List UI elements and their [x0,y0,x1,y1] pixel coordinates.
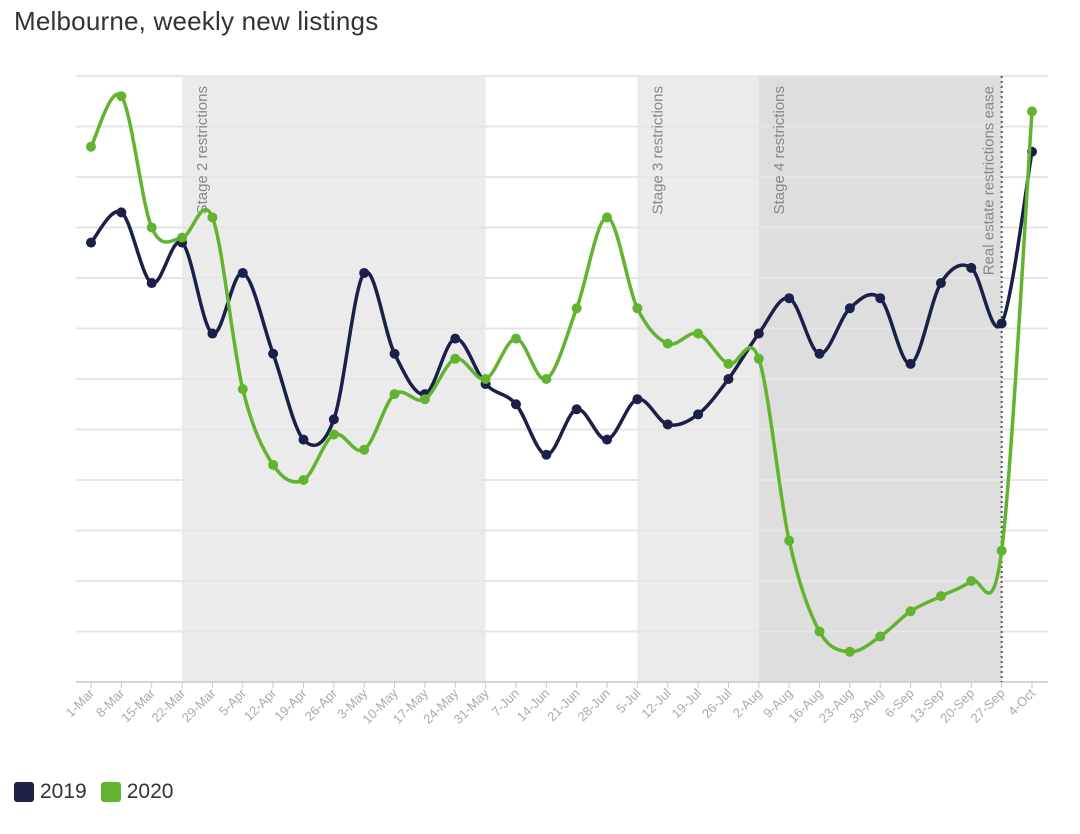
restriction-label-2: Stage 3 restrictions [649,86,666,214]
data-point-2020-17-May[interactable] [419,394,430,405]
x-tick-label: 4-Oct [1005,685,1038,718]
data-point-2019-26-Jul[interactable] [723,374,734,384]
legend-swatch-2019 [14,782,34,802]
data-point-2019-16-Aug[interactable] [814,348,825,359]
x-tick-label: 26-Apr [302,685,341,724]
data-point-2019-5-Apr[interactable] [237,267,248,278]
data-point-2020-1-Mar[interactable] [86,141,96,152]
data-point-2019-20-Sep[interactable] [966,262,977,273]
x-tick-label: 21-Jun [544,686,583,725]
data-point-2019-19-Jul[interactable] [693,409,704,420]
legend-swatch-2020 [100,782,121,802]
x-tick-label: 27-Sep [968,686,1008,726]
data-point-2019-12-Apr[interactable] [268,348,279,359]
x-tick-label: 12-Jul [638,685,674,721]
data-point-2020-26-Jul[interactable] [723,358,734,369]
data-point-2020-12-Jul[interactable] [662,338,673,349]
data-point-2020-24-May[interactable] [450,353,461,364]
data-point-2020-19-Jul[interactable] [693,328,704,339]
data-point-2019-13-Sep[interactable] [935,278,946,289]
data-point-2019-9-Aug[interactable] [784,293,795,304]
data-point-2019-2-Aug[interactable] [753,328,764,339]
legend: 2019 2020 [14,780,187,804]
data-point-2019-8-Mar[interactable] [116,207,127,218]
x-tick-label: 26-Jul [699,685,735,721]
series-line-2020 [89,92,1034,654]
data-point-2020-20-Sep[interactable] [966,576,977,586]
restriction-label-3: Stage 4 restrictions [771,86,788,214]
x-tick-label: 14-Jun [514,686,553,725]
data-point-2020-30-Aug[interactable] [875,631,886,642]
data-point-2019-10-May[interactable] [389,348,400,359]
data-point-2020-9-Aug[interactable] [784,535,795,546]
data-point-2019-29-Mar[interactable] [207,328,218,339]
x-tick-label: 1-Mar [63,685,98,720]
data-point-2020-8-Mar[interactable] [116,91,127,102]
data-point-2020-2-Aug[interactable] [753,353,764,364]
x-tick-label: 31-May [450,685,492,727]
data-point-2020-5-Apr[interactable] [237,384,248,395]
data-point-2020-5-Jul[interactable] [632,303,643,314]
data-point-2020-26-Apr[interactable] [328,429,339,440]
data-point-2020-21-Jun[interactable] [571,303,582,314]
data-point-2020-12-Apr[interactable] [268,459,279,470]
chart-title: Melbourne, weekly new listings [14,6,379,36]
data-point-2019-1-Mar[interactable] [86,237,96,248]
data-point-2019-21-Jun[interactable] [571,404,582,415]
restriction-labels: Stage 2 restrictions Stage 3 restrictions… [194,86,998,275]
data-point-2019-28-Jun[interactable] [602,434,613,445]
legend-item-2020[interactable]: 2020 [100,780,174,804]
data-point-2019-14-Jun[interactable] [541,449,552,460]
data-point-2019-19-Apr[interactable] [298,434,309,445]
data-point-2019-30-Aug[interactable] [875,293,886,304]
data-point-2020-10-May[interactable] [389,389,400,400]
data-point-2020-29-Mar[interactable] [207,212,218,223]
data-point-2019-24-May[interactable] [450,333,461,344]
data-point-2019-6-Sep[interactable] [905,358,916,369]
x-tick-label: 19-Jul [669,685,705,721]
annotation-label: Real estate restrictions ease [981,86,998,275]
data-series [86,91,1037,657]
x-tick-label: 30-Aug [846,686,886,726]
data-point-2019-23-Aug[interactable] [844,303,855,314]
data-point-2020-28-Jun[interactable] [602,212,613,223]
data-point-2020-7-Jun[interactable] [510,333,521,344]
data-point-2019-7-Jun[interactable] [510,399,521,410]
data-point-2019-3-May[interactable] [359,267,370,278]
legend-item-2019[interactable]: 2019 [14,780,87,804]
data-point-2020-6-Sep[interactable] [905,606,916,617]
data-point-2020-19-Apr[interactable] [298,475,309,485]
x-tick-label: 12-Apr [241,685,280,724]
data-point-2020-22-Mar[interactable] [177,232,188,243]
legend-label-2019: 2019 [40,780,87,803]
data-point-2020-23-Aug[interactable] [844,646,855,657]
data-point-2020-31-May[interactable] [480,374,491,384]
restriction-label-1: Stage 2 restrictions [194,86,211,214]
data-point-2019-5-Jul[interactable] [632,394,643,405]
data-point-2020-15-Mar[interactable] [146,222,157,233]
data-point-2020-14-Jun[interactable] [541,374,552,384]
x-tick-label: 2-Aug [730,686,765,721]
data-point-2020-4-Oct[interactable] [1027,106,1037,117]
x-tick-label: 29-Mar [179,685,219,725]
data-point-2019-12-Jul[interactable] [662,419,673,430]
x-tick-label: 19-Apr [271,685,310,724]
data-point-2020-16-Aug[interactable] [814,626,825,637]
data-point-2020-27-Sep[interactable] [996,545,1007,556]
x-axis-ticks: 1-Mar8-Mar15-Mar22-Mar29-Mar5-Apr12-Apr1… [63,682,1038,727]
data-point-2019-26-Apr[interactable] [328,414,339,425]
data-point-2019-27-Sep[interactable] [996,318,1007,329]
x-tick-label: 28-Jun [574,686,613,725]
data-point-2020-3-May[interactable] [359,444,370,455]
data-point-2020-13-Sep[interactable] [935,591,946,602]
data-point-2019-15-Mar[interactable] [146,278,157,289]
legend-label-2020: 2020 [126,780,174,803]
